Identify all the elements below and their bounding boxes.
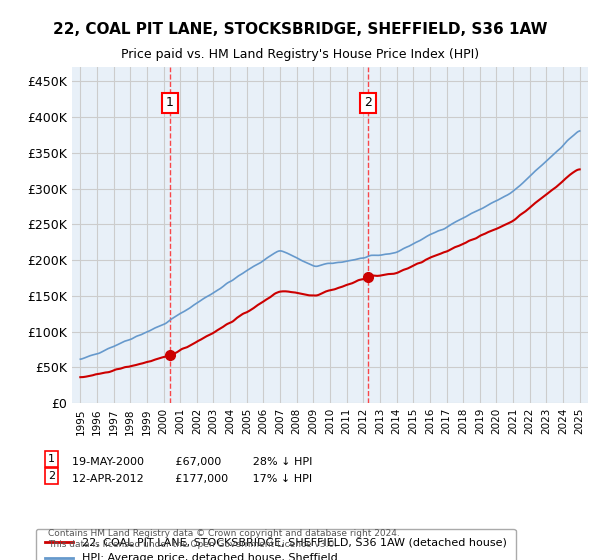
Legend: 22, COAL PIT LANE, STOCKSBRIDGE, SHEFFIELD, S36 1AW (detached house), HPI: Avera: 22, COAL PIT LANE, STOCKSBRIDGE, SHEFFIE… — [36, 529, 515, 560]
Text: 2: 2 — [364, 96, 372, 109]
Text: 1: 1 — [166, 96, 174, 109]
Text: 19-MAY-2000         £67,000         28% ↓ HPI: 19-MAY-2000 £67,000 28% ↓ HPI — [72, 457, 313, 467]
Text: 1: 1 — [48, 454, 55, 464]
Text: 12-APR-2012         £177,000       17% ↓ HPI: 12-APR-2012 £177,000 17% ↓ HPI — [72, 474, 312, 484]
Text: Price paid vs. HM Land Registry's House Price Index (HPI): Price paid vs. HM Land Registry's House … — [121, 48, 479, 60]
Text: Contains HM Land Registry data © Crown copyright and database right 2024.
This d: Contains HM Land Registry data © Crown c… — [48, 529, 400, 549]
Text: 2: 2 — [48, 471, 55, 481]
Text: 22, COAL PIT LANE, STOCKSBRIDGE, SHEFFIELD, S36 1AW: 22, COAL PIT LANE, STOCKSBRIDGE, SHEFFIE… — [53, 22, 547, 38]
